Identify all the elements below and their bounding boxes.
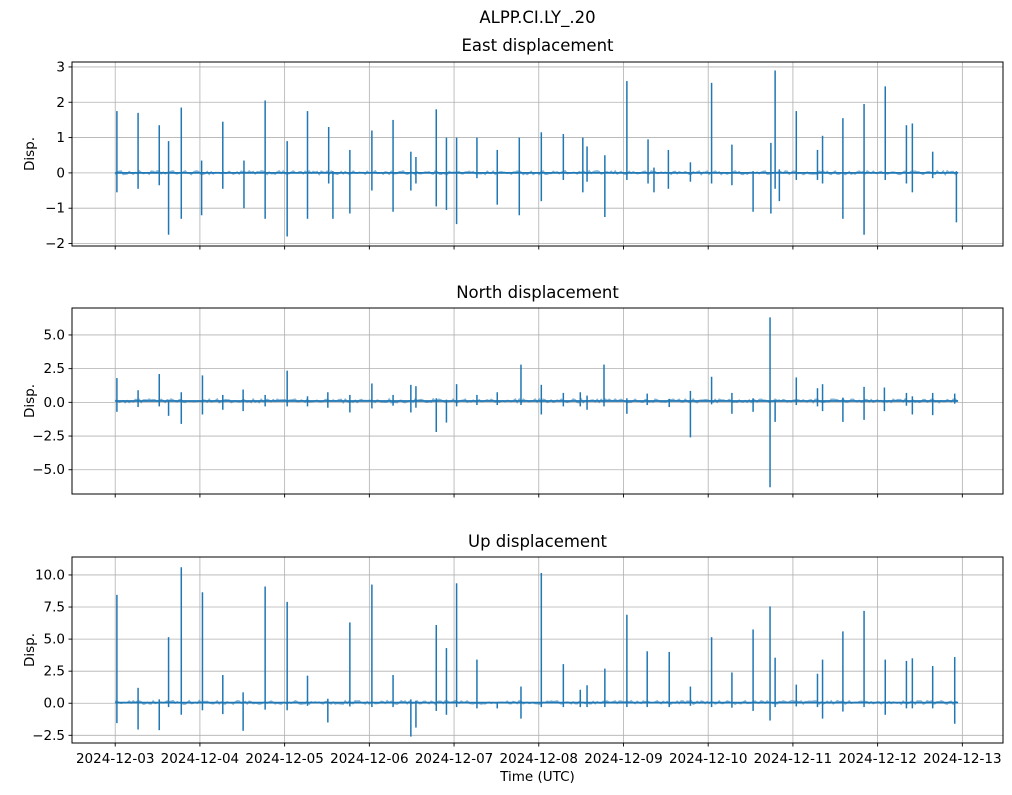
y-tick-label: 3: [56, 59, 65, 75]
y-tick-label: 0.0: [44, 395, 65, 411]
x-tick-label: 2024-12-10: [669, 751, 747, 767]
x-tick-label: 2024-12-13: [923, 751, 1001, 767]
axes-frame: [71, 556, 1004, 744]
y-tick-label: 2.5: [44, 361, 65, 377]
north-subplot: 5.0 2.5 0.0 −2.5 −5.0: [32, 307, 1004, 498]
x-axis-label: Time (UTC): [500, 769, 575, 785]
x-tick-label: 2024-12-03: [76, 751, 154, 767]
y-tick-label: −2.5: [32, 429, 65, 445]
x-tick-label: 2024-12-04: [161, 751, 239, 767]
x-tick-label: 2024-12-12: [838, 751, 916, 767]
y-tick-label: −2.5: [32, 728, 65, 744]
y-tick-label: 1: [56, 130, 65, 146]
y-axis-label-east: Disp.: [22, 136, 38, 172]
y-tick-label: 0.0: [44, 696, 65, 712]
y-tick-label: 0: [56, 165, 65, 181]
y-tick-label: −2: [45, 236, 65, 252]
x-tick-label: 2024-12-06: [330, 751, 408, 767]
y-tick-label: 5.0: [44, 327, 65, 343]
x-tick-label: 2024-12-11: [754, 751, 832, 767]
subplot-title-north: North displacement: [456, 283, 619, 302]
subplot-title-up: Up displacement: [468, 532, 607, 551]
y-tick-label: −1: [45, 201, 65, 217]
east-subplot: 3 2 1 0 −1 −2: [45, 59, 1004, 252]
axes-frame: [71, 307, 1004, 495]
x-tick-label: 2024-12-08: [500, 751, 578, 767]
y-axis-label-up: Disp.: [22, 632, 38, 668]
x-tick-label: 2024-12-09: [584, 751, 662, 767]
x-tick-label: 2024-12-05: [245, 751, 323, 767]
subplot-title-east: East displacement: [461, 36, 614, 55]
x-tick-label: 2024-12-07: [415, 751, 493, 767]
y-tick-label: 5.0: [44, 632, 65, 648]
figure-title: ALPP.CI.LY_.20: [479, 8, 596, 27]
y-tick-label: 2.5: [44, 664, 65, 680]
y-tick-label: 10.0: [35, 567, 65, 583]
y-tick-label: −5.0: [32, 462, 65, 478]
y-tick-label: 7.5: [44, 600, 65, 616]
axes-frame: [71, 61, 1004, 247]
y-tick-label: 2: [56, 95, 65, 111]
up-subplot: 10.0 7.5 5.0 2.5 0.0 −2.5 2024-12-03 2024-12-04…: [32, 556, 1004, 767]
y-axis-label-north: Disp.: [22, 383, 38, 419]
